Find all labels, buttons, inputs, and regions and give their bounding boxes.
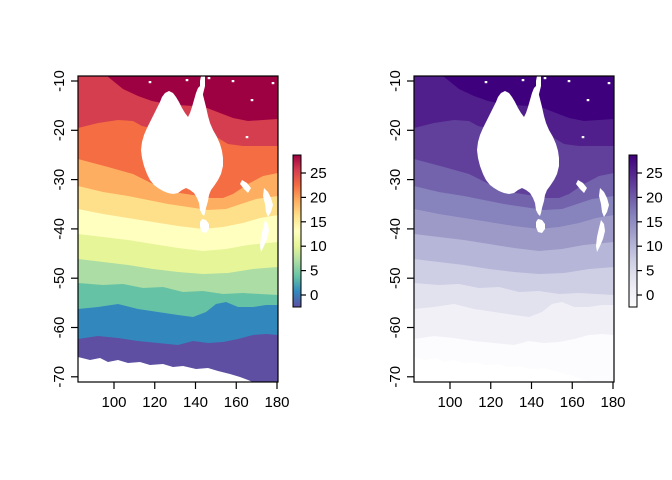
x-tick-label: 120 [478, 394, 503, 411]
y-tick-label: -60 [51, 317, 68, 339]
x-tick-label: 180 [264, 394, 289, 411]
x-tick-label: 120 [142, 394, 167, 411]
legend-tick-label: 0 [646, 287, 654, 304]
islet [607, 82, 611, 85]
legend-tick-label: 10 [310, 238, 327, 255]
islet [484, 81, 488, 84]
y-tick-label: -20 [387, 119, 404, 141]
new-guinea-sliver [200, 76, 205, 102]
map-area [414, 76, 614, 382]
y-tick-label: -10 [51, 70, 68, 92]
legend: 25 20 15 10 5 0 [628, 154, 663, 308]
y-axis: -10 -20 -30 -40 -50 -60 -70 [387, 70, 414, 388]
x-tick-label: 140 [183, 394, 208, 411]
australia-landmass [141, 86, 223, 216]
y-tick-label: -50 [51, 267, 68, 289]
antarctica-landmass [78, 357, 253, 382]
islet [581, 136, 585, 139]
tasmania-landmass [200, 219, 209, 233]
islet [148, 81, 152, 84]
y-tick-label: -30 [387, 169, 404, 191]
new-zealand-south-island [260, 220, 269, 252]
antarctica-landmass [414, 357, 589, 382]
panel-spectral-palette-map: 100 120 140 160 180-10-20-30-40-50-60-702520… [51, 70, 327, 411]
y-tick-label: -40 [387, 218, 404, 240]
x-tick-label: 100 [101, 394, 126, 411]
y-tick-label: -60 [387, 317, 404, 339]
legend-tick-label: 10 [646, 238, 663, 255]
legend-tick-label: 20 [310, 189, 327, 206]
legend-tick-label: 25 [646, 165, 663, 182]
y-tick-label: -40 [51, 218, 68, 240]
islet [543, 77, 547, 80]
new-zealand-north-island [263, 188, 273, 217]
x-axis: 100 120 140 160 180 [437, 382, 626, 411]
legend-tick-label: 15 [310, 214, 327, 231]
new-guinea-sliver [536, 76, 541, 102]
new-zealand-south-island [596, 220, 605, 252]
y-tick-label: -70 [51, 366, 68, 388]
y-tick-label: -10 [387, 70, 404, 92]
legend-tick-label: 5 [646, 263, 654, 280]
coast-sliver [576, 180, 587, 193]
x-axis: 100 120 140 160 180 [101, 382, 290, 411]
legend-tick-label: 15 [646, 214, 663, 231]
new-zealand-north-island [599, 188, 609, 217]
map-area [78, 76, 278, 382]
legend: 25 20 15 10 5 0 [292, 154, 327, 308]
x-tick-label: 100 [437, 394, 462, 411]
x-tick-label: 180 [600, 394, 625, 411]
panel-purples-palette-map: 100 120 140 160 180-10-20-30-40-50-60-702520… [387, 70, 663, 411]
x-tick-label: 160 [560, 394, 585, 411]
legend-color-bar [628, 154, 638, 308]
islet [250, 99, 254, 102]
x-tick-label: 160 [224, 394, 249, 411]
tasmania-landmass [536, 219, 545, 233]
y-tick-label: -50 [387, 267, 404, 289]
islet [245, 136, 249, 139]
islet [185, 79, 189, 82]
y-tick-label: -70 [387, 366, 404, 388]
islet [521, 79, 525, 82]
legend-tick-label: 0 [310, 287, 318, 304]
legend-tick-label: 20 [646, 189, 663, 206]
legend-color-bar [292, 154, 302, 308]
australia-landmass [477, 86, 559, 216]
y-tick-label: -30 [51, 169, 68, 191]
legend-tick-label: 5 [310, 263, 318, 280]
y-tick-label: -20 [51, 119, 68, 141]
x-tick-label: 140 [519, 394, 544, 411]
legend-tick-label: 25 [310, 165, 327, 182]
islet [271, 82, 275, 85]
y-axis: -10 -20 -30 -40 -50 -60 -70 [51, 70, 78, 388]
islet [207, 77, 211, 80]
coast-sliver [240, 180, 251, 193]
islet [567, 80, 571, 83]
islet [586, 99, 590, 102]
islet [231, 80, 235, 83]
